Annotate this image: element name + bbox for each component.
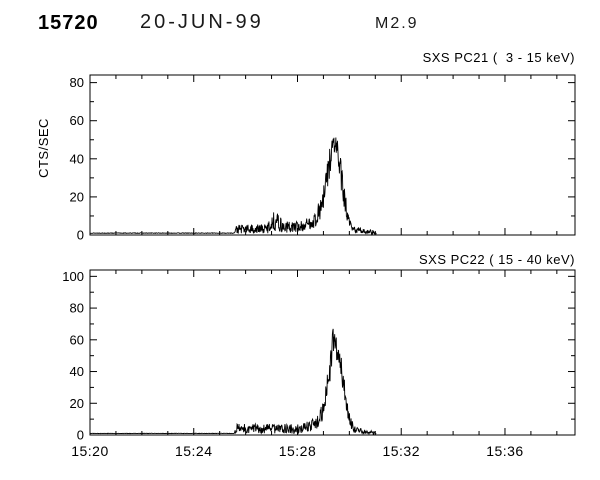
lightcurve-plot-pc22: 0 20 40 60 80 100 15:20 15:24 15:28 15:32 15:36 [62, 269, 576, 459]
axis-box [89, 74, 576, 236]
flare-date: 20-JUN-99 [140, 11, 264, 33]
y-tick-label: 80 [70, 301, 84, 316]
chart-title-pc21: SXS PC21 ( 3 - 15 keV) [422, 50, 575, 65]
y-tick-label: 20 [70, 189, 84, 204]
x-tick-label: 15:24 [175, 443, 213, 459]
flare-number: 15720 [38, 12, 99, 34]
y-tick-label: 40 [70, 364, 84, 379]
y-tick-label: 80 [70, 75, 84, 90]
x-tick-label: 15:32 [382, 443, 420, 459]
lightcurve-line [89, 328, 377, 436]
y-tick-label: 100 [62, 269, 84, 284]
x-tick-label: 15:28 [279, 443, 317, 459]
y-tick-label: 0 [77, 428, 84, 443]
lightcurve-line [89, 137, 377, 236]
y-tick-label: 0 [77, 228, 84, 243]
y-tick-label: 60 [70, 113, 84, 128]
y-tick-label: 60 [70, 332, 84, 347]
x-tick-label: 15:20 [71, 443, 109, 459]
axis-box [89, 269, 576, 436]
chart-title-pc22: SXS PC22 ( 15 - 40 keV) [418, 252, 575, 267]
y-tick-label: 40 [70, 151, 84, 166]
lightcurve-plot-pc21: 0 20 40 60 80 [70, 74, 576, 243]
goes-class: M2.9 [375, 15, 419, 32]
x-tick-label: 15:36 [486, 443, 524, 459]
y-tick-label: 20 [70, 396, 84, 411]
